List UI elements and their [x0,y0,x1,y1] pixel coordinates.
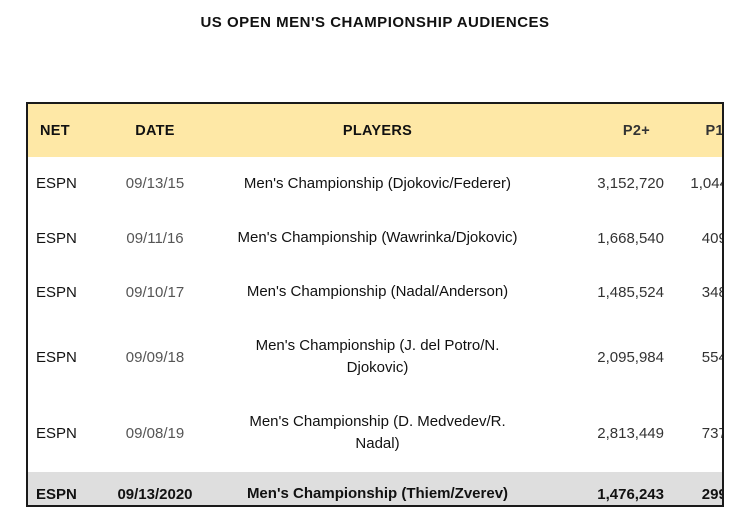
table-header-row: NET DATE PLAYERS P2+ P18-49 [28,104,724,157]
cell-date: 09/13/15 [100,157,210,212]
table-row: ESPN 09/13/15 Men's Championship (Djokov… [28,157,722,212]
cell-players-text: Men's Championship (J. del Potro/N. Djok… [255,337,500,376]
table-row: ESPN 09/08/19 Men's Championship (D. Med… [28,395,722,472]
data-table: NET DATE PLAYERS P2+ P18-49 ESPN 09/13/1… [28,104,724,505]
cell-net: ESPN [28,471,100,505]
column-header-date: DATE [135,122,175,139]
table-row: ESPN 09/10/17 Men's Championship (Nadal/… [28,265,722,320]
cell-players: Men's Championship (Thiem/Zverev) [210,471,545,505]
cell-date: 09/10/17 [100,265,210,320]
column-header-players: PLAYERS [342,122,413,139]
cell-net: ESPN [28,157,100,212]
cell-date: 09/13/2020 [100,471,210,505]
cell-p18-49: 299,841 [666,471,722,505]
cell-date: 09/11/16 [100,211,210,266]
cell-date: 09/08/19 [100,395,210,472]
cell-net: ESPN [28,211,100,266]
cell-p2: 2,095,984 [545,319,666,396]
cell-p2: 1,668,540 [545,211,666,266]
cell-players: Men's Championship (Wawrinka/Djokovic) [210,211,545,266]
table-row: ESPN 09/09/18 Men's Championship (J. del… [28,319,722,396]
cell-p18-49: 554,338 [666,319,722,396]
cell-players: Men's Championship (D. Medvedev/R. Nadal… [210,395,545,472]
cell-p2: 1,476,243 [545,471,666,505]
cell-p2: 2,813,449 [545,395,666,472]
audience-table: NET DATE PLAYERS P2+ P18-49 ESPN 09/13/1… [26,102,724,507]
cell-p18-49: 348,845 [666,265,722,320]
table-row: ESPN 09/11/16 Men's Championship (Wawrin… [28,211,722,266]
page-title: US OPEN MEN'S CHAMPIONSHIP AUDIENCES [200,14,550,31]
cell-net: ESPN [28,319,100,396]
cell-players: Men's Championship (J. del Potro/N. Djok… [210,319,545,396]
highlighted-table-row: ESPN 09/13/2020 Men's Championship (Thie… [28,471,722,505]
cell-p2: 1,485,524 [545,265,666,320]
cell-p18-49: 409,630 [666,211,722,266]
column-header-p18-49: P18-49 [705,122,724,139]
cell-players: Men's Championship (Djokovic/Federer) [210,157,545,212]
cell-date: 09/09/18 [100,319,210,396]
cell-players-text: Men's Championship (D. Medvedev/R. Nadal… [249,413,506,452]
cell-net: ESPN [28,265,100,320]
cell-p18-49: 737,550 [666,395,722,472]
cell-players: Men's Championship (Nadal/Anderson) [210,265,545,320]
column-header-net: NET [40,122,70,139]
cell-p2: 3,152,720 [545,157,666,212]
cell-p18-49: 1,044,110 [666,157,722,212]
cell-net: ESPN [28,395,100,472]
column-header-p2: P2+ [622,122,650,139]
